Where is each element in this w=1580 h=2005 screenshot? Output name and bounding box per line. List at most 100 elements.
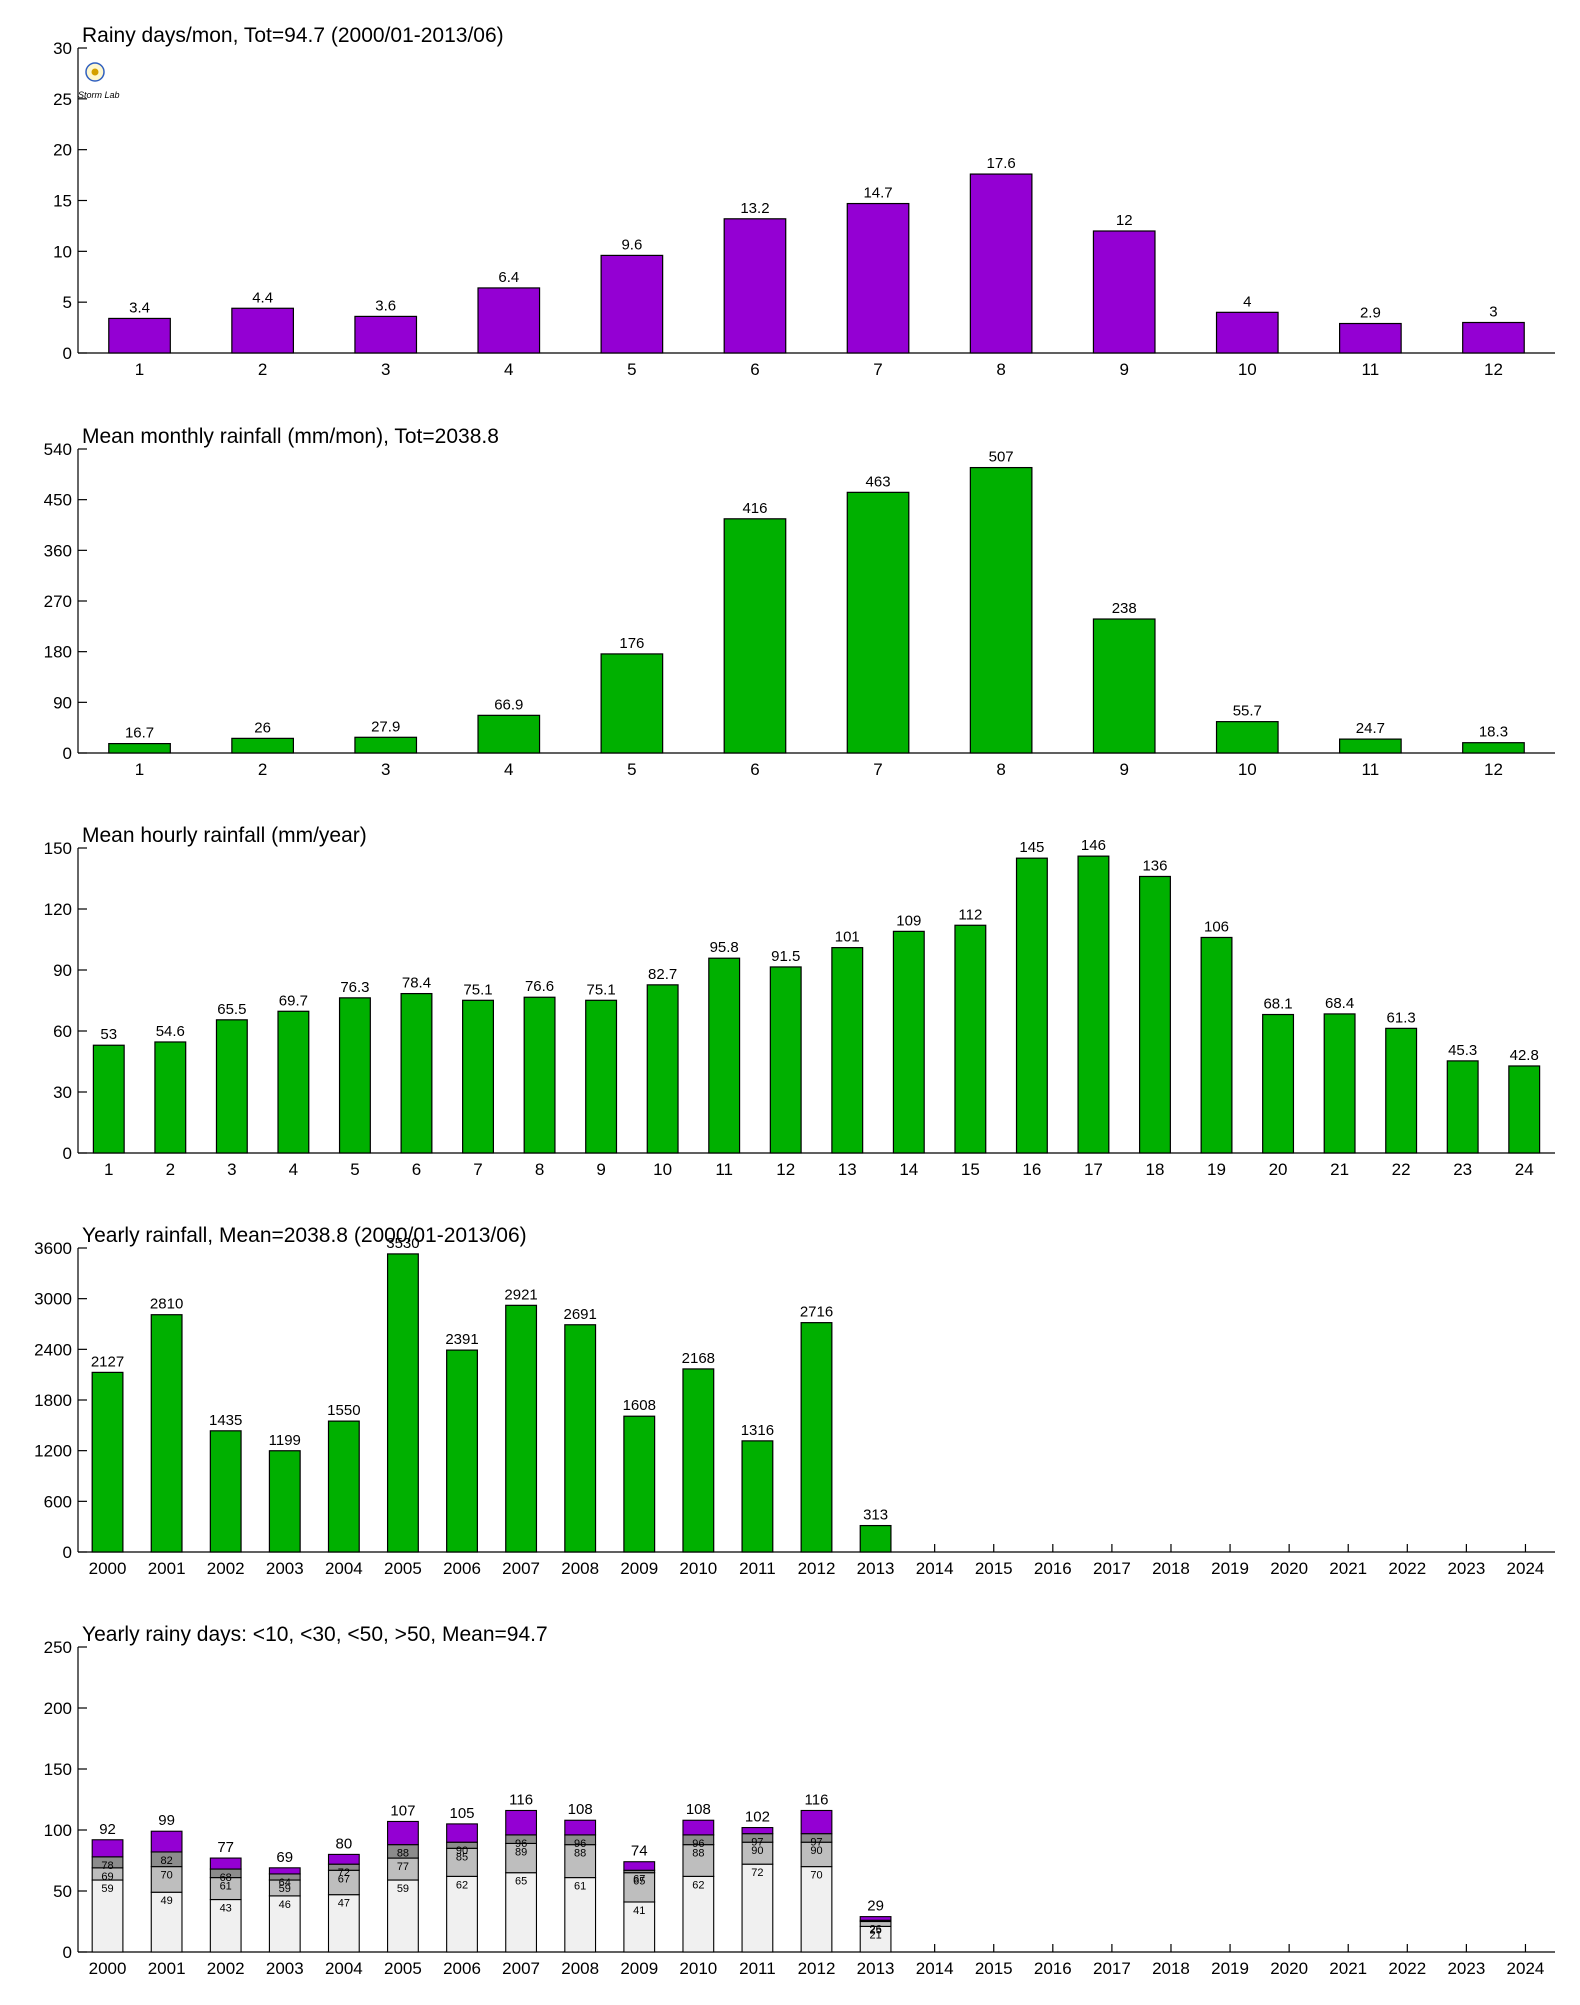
- x-tick-label: 2007: [502, 1959, 540, 1978]
- y-tick-label: 30: [53, 1083, 72, 1102]
- segment-value-label: 78: [101, 1860, 113, 1872]
- x-tick-label: 7: [873, 360, 882, 379]
- x-tick-label: 2011: [739, 1959, 776, 1978]
- y-tick-label: 1200: [34, 1442, 72, 1461]
- bar-value-label: 65.5: [217, 1001, 246, 1018]
- logo-seal-center-icon: [91, 68, 99, 76]
- segment-value-label: 72: [751, 1867, 763, 1879]
- bar: [1508, 1065, 1541, 1154]
- x-tick-label: 6: [412, 1160, 421, 1179]
- bar: [600, 254, 664, 354]
- bar: [682, 1368, 715, 1553]
- stacked-bar-segment-lt10: [682, 1875, 715, 1953]
- y-tick-label: 10: [53, 242, 72, 261]
- y-tick-label: 60: [53, 1022, 72, 1041]
- chart-panel-yearly-rainfall: 0 600 1200 1800 2400 3000 3600 2000 2001 2002 2003…: [34, 1224, 1555, 1578]
- bar-value-label: 145: [1019, 839, 1044, 856]
- bar-value-label: 26: [254, 719, 271, 736]
- x-tick-label: 2012: [798, 1559, 836, 1578]
- x-tick-label: 11: [715, 1160, 733, 1179]
- bar: [954, 924, 987, 1154]
- bar: [1446, 1060, 1479, 1154]
- x-tick-label: 17: [1084, 1160, 1103, 1179]
- y-tick-label: 150: [44, 1760, 72, 1779]
- segment-value-label: 59: [279, 1883, 291, 1895]
- bar: [1215, 721, 1279, 754]
- segment-value-label: 26: [869, 1923, 881, 1935]
- y-tick-label: 360: [44, 541, 72, 560]
- stacked-bar-segment-gt50: [859, 1916, 892, 1921]
- x-tick-label: 2011: [739, 1559, 776, 1578]
- bar: [846, 202, 910, 354]
- bar: [209, 1430, 242, 1553]
- segment-value-label: 88: [574, 1848, 586, 1860]
- bar-value-label: 3530: [386, 1235, 419, 1252]
- y-tick-label: 450: [44, 491, 72, 510]
- bar: [92, 1044, 125, 1154]
- x-tick-label: 2006: [443, 1559, 481, 1578]
- x-tick-label: 10: [1238, 760, 1257, 779]
- bar-value-label: 75.1: [587, 981, 616, 998]
- x-tick-label: 24: [1515, 1160, 1534, 1179]
- bar: [969, 466, 1033, 754]
- bar-value-label: 13.2: [740, 200, 769, 217]
- segment-value-label: 62: [456, 1879, 468, 1891]
- bar-total-label: 108: [686, 1801, 711, 1818]
- x-tick-label: 4: [289, 1160, 298, 1179]
- bar: [585, 999, 618, 1154]
- bar-value-label: 109: [896, 912, 921, 929]
- bar: [892, 930, 925, 1154]
- x-tick-label: 2015: [975, 1559, 1013, 1578]
- y-tick-label: 25: [53, 90, 72, 109]
- segment-value-label: 97: [751, 1837, 763, 1849]
- x-tick-label: 22: [1392, 1160, 1411, 1179]
- x-tick-label: 6: [750, 760, 759, 779]
- x-tick-label: 2013: [857, 1559, 895, 1578]
- bar-value-label: 1316: [741, 1422, 774, 1439]
- x-tick-label: 8: [996, 360, 1005, 379]
- y-tick-label: 90: [53, 961, 72, 980]
- bar: [1092, 230, 1156, 354]
- bar-value-label: 4: [1243, 293, 1251, 310]
- x-tick-label: 18: [1146, 1160, 1165, 1179]
- x-tick-label: 15: [961, 1160, 980, 1179]
- bar: [723, 218, 787, 354]
- stacked-bar-segment-gt50: [682, 1819, 715, 1836]
- x-tick-label: 13: [838, 1160, 857, 1179]
- y-tick-label: 50: [53, 1882, 72, 1901]
- bar-value-label: 68.4: [1325, 995, 1354, 1012]
- bar-value-label: 14.7: [863, 185, 892, 202]
- y-tick-label: 5: [63, 293, 72, 312]
- x-tick-label: 2021: [1329, 1959, 1367, 1978]
- stacked-bar-segment-lt10: [327, 1894, 360, 1953]
- bar-value-label: 106: [1204, 918, 1229, 935]
- x-tick-label: 10: [1238, 360, 1257, 379]
- stacked-bar-segment-lt30: [682, 1844, 715, 1877]
- bar-value-label: 66.9: [494, 696, 523, 713]
- y-tick-label: 0: [63, 744, 72, 763]
- segment-value-label: 97: [810, 1837, 822, 1849]
- stacked-bar-segment-gt50: [327, 1853, 360, 1865]
- bar-value-label: 2716: [800, 1304, 833, 1321]
- bar: [708, 957, 741, 1154]
- x-tick-label: 2017: [1093, 1959, 1131, 1978]
- bar-value-label: 45.3: [1448, 1042, 1477, 1059]
- bar-value-label: 2810: [150, 1296, 183, 1313]
- x-tick-label: 2003: [266, 1559, 304, 1578]
- y-tick-label: 100: [44, 1821, 72, 1840]
- x-tick-label: 9: [596, 1160, 605, 1179]
- chart-title: Yearly rainfall, Mean=2038.8 (2000/01-20…: [82, 1224, 527, 1247]
- bar-value-label: 101: [835, 929, 860, 946]
- logo-text: Storm Lab: [78, 90, 120, 100]
- bar-total-label: 108: [568, 1801, 593, 1818]
- bar-value-label: 176: [619, 635, 644, 652]
- x-tick-label: 4: [504, 760, 513, 779]
- bar-value-label: 78.4: [402, 975, 431, 992]
- bar-value-label: 76.6: [525, 978, 554, 995]
- x-tick-label: 2009: [620, 1559, 658, 1578]
- bar-value-label: 2391: [445, 1331, 478, 1348]
